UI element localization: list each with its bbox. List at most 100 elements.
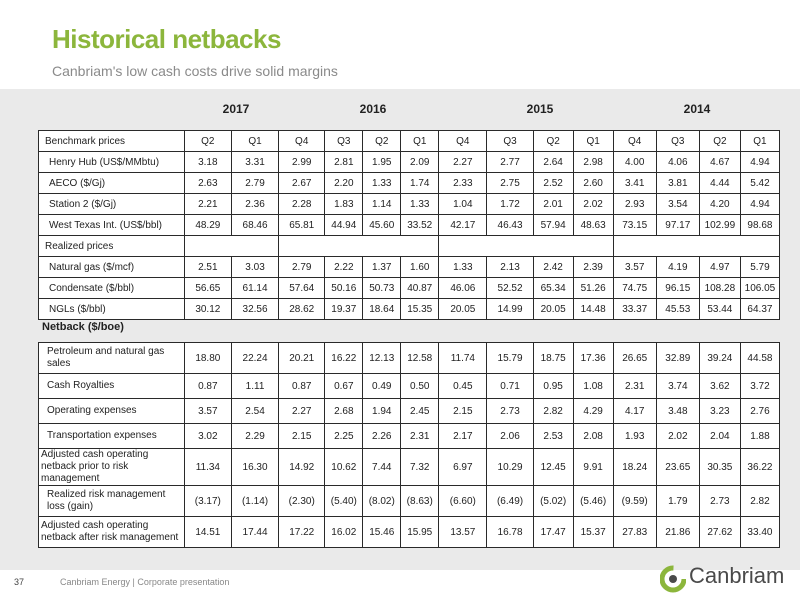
table-cell: 2.26 <box>362 423 402 449</box>
table-cell: 50.73 <box>362 277 402 299</box>
table-cell: 21.86 <box>655 516 700 548</box>
table-cell: 2.06 <box>486 423 534 449</box>
table-cell: 51.26 <box>572 277 614 299</box>
table-row: West Texas Int. (US$/bbl) 48.29 68.46 65.81… <box>38 214 781 236</box>
table-cell: 1.11 <box>230 373 280 399</box>
row-label: Adjusted cash operating netback after ri… <box>38 516 185 548</box>
table-cell: 4.94 <box>739 151 781 173</box>
table-cell: 2.67 <box>278 172 326 194</box>
table-cell: (5.40) <box>324 485 364 517</box>
table-cell: 3.62 <box>698 373 741 399</box>
table-cell: 16.30 <box>230 448 280 486</box>
table-cell: 1.08 <box>572 373 614 399</box>
table-cell: 33.40 <box>739 516 781 548</box>
table-cell: 108.28 <box>698 277 741 299</box>
table-cell: 17.44 <box>230 516 280 548</box>
table-cell: 2.29 <box>230 423 280 449</box>
table-row: Petroleum and natural gas sales 18.80 22.2… <box>38 342 781 374</box>
quarter-header: Q2 <box>698 130 741 152</box>
table-cell: 57.64 <box>278 277 326 299</box>
table-row: AECO ($/Gj) 2.63 2.79 2.67 2.20 1.33 1.74 2.33 2… <box>38 172 781 194</box>
table-cell: 18.75 <box>532 342 574 374</box>
table-cell: 106.05 <box>739 277 781 299</box>
table-cell: 3.48 <box>655 398 700 424</box>
table-cell: 6.97 <box>438 448 488 486</box>
year-2015: 2015 <box>526 102 554 116</box>
table-cell: 3.72 <box>739 373 781 399</box>
table-cell: 48.29 <box>183 214 232 236</box>
table-cell: 2.98 <box>572 151 614 173</box>
table-cell: 3.57 <box>612 256 657 278</box>
row-label: AECO ($/Gj) <box>38 172 185 194</box>
table-cell: 9.91 <box>572 448 614 486</box>
benchmark-header-row: Benchmark prices Q2 Q1 Q4 Q3 Q2 Q1 Q4 Q3 Q2 Q1 Q4 Q3… <box>38 130 781 152</box>
netback-table: Petroleum and natural gas sales 18.80 22.2… <box>38 342 781 548</box>
table-cell: 1.37 <box>362 256 402 278</box>
table-cell: 4.97 <box>698 256 741 278</box>
table-cell: 16.02 <box>324 516 364 548</box>
table-cell: 3.57 <box>183 398 232 424</box>
table-cell: 2.13 <box>486 256 534 278</box>
table-cell: 0.67 <box>324 373 364 399</box>
quarter-header: Q1 <box>400 130 440 152</box>
table-row: Natural gas ($/mcf) 2.51 3.03 2.79 2.22 1.37 1… <box>38 256 781 278</box>
table-row: Henry Hub (US$/MMbtu) 3.18 3.31 2.99 2.81 1.9… <box>38 151 781 173</box>
empty-group-cell <box>183 235 280 257</box>
realized-header-label: Realized prices <box>38 235 185 257</box>
footer: 37 Canbriam Energy | Corporate presentat… <box>0 563 800 600</box>
logo-wordmark: Canbriam <box>689 563 785 588</box>
quarter-header: Q2 <box>362 130 402 152</box>
table-cell: 26.65 <box>612 342 657 374</box>
row-label: Station 2 ($/Gj) <box>38 193 185 215</box>
table-cell: 14.99 <box>486 298 534 320</box>
table-cell: 1.60 <box>400 256 440 278</box>
table-cell: 14.92 <box>278 448 326 486</box>
table-cell: 7.44 <box>362 448 402 486</box>
table-cell: 5.42 <box>739 172 781 194</box>
table-cell: (5.02) <box>532 485 574 517</box>
table-cell: 18.64 <box>362 298 402 320</box>
table-cell: 42.17 <box>438 214 488 236</box>
table-cell: 2.08 <box>572 423 614 449</box>
table-row: Adjusted cash operating netback after ri… <box>38 516 781 548</box>
table-cell: 4.44 <box>698 172 741 194</box>
table-cell: 2.45 <box>400 398 440 424</box>
table-cell: 0.49 <box>362 373 402 399</box>
table-cell: 61.14 <box>230 277 280 299</box>
table-cell: 3.54 <box>655 193 700 215</box>
table-cell: 27.62 <box>698 516 741 548</box>
quarter-header: Q4 <box>438 130 488 152</box>
table-cell: 1.14 <box>362 193 402 215</box>
table-cell: 18.24 <box>612 448 657 486</box>
year-2014: 2014 <box>683 102 711 116</box>
table-cell: 2.52 <box>532 172 574 194</box>
table-cell: (9.59) <box>612 485 657 517</box>
table-cell: 0.87 <box>183 373 232 399</box>
table-cell: 2.09 <box>400 151 440 173</box>
table-cell: 12.58 <box>400 342 440 374</box>
table-cell: 1.33 <box>362 172 402 194</box>
row-label: Henry Hub (US$/MMbtu) <box>38 151 185 173</box>
empty-group-cell <box>612 235 781 257</box>
table-cell: 15.79 <box>486 342 534 374</box>
table-cell: 40.87 <box>400 277 440 299</box>
table-cell: 2.15 <box>438 398 488 424</box>
table-cell: 102.99 <box>698 214 741 236</box>
table-cell: 2.39 <box>572 256 614 278</box>
table-cell: 2.27 <box>438 151 488 173</box>
row-label: Operating expenses <box>38 398 185 424</box>
table-cell: (8.02) <box>362 485 402 517</box>
table-cell: 46.06 <box>438 277 488 299</box>
table-cell: 33.52 <box>400 214 440 236</box>
table-cell: 3.81 <box>655 172 700 194</box>
table-cell: 52.52 <box>486 277 534 299</box>
table-cell: 44.58 <box>739 342 781 374</box>
quarter-header: Q3 <box>655 130 700 152</box>
table-cell: 18.80 <box>183 342 232 374</box>
table-cell: 2.02 <box>572 193 614 215</box>
table-cell: 32.89 <box>655 342 700 374</box>
table-cell: 68.46 <box>230 214 280 236</box>
quarter-header: Q4 <box>278 130 326 152</box>
table-cell: 2.01 <box>532 193 574 215</box>
table-cell: 28.62 <box>278 298 326 320</box>
